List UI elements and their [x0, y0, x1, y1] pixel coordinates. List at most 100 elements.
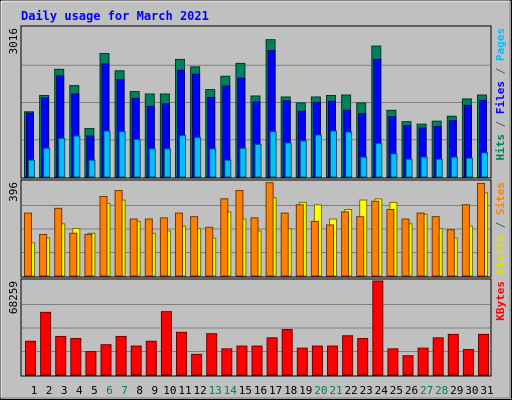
bar-kbytes-day-17 — [266, 337, 278, 376]
x-tick-label-day-21: 21 — [329, 384, 342, 397]
bar-sites-day-11 — [175, 212, 183, 277]
bar-kbytes-day-28 — [432, 337, 444, 376]
bar-sites-day-2 — [39, 233, 48, 277]
bar-sites-day-16 — [250, 217, 259, 277]
x-tick-label-day-5: 5 — [91, 384, 98, 397]
bar-sites-day-24 — [371, 200, 380, 277]
bars — [24, 39, 489, 376]
chart-title: Daily usage for March 2021 — [21, 9, 209, 23]
bar-sites-day-19 — [295, 204, 304, 277]
bar-kbytes-day-23 — [357, 338, 369, 376]
legend-hits-files-pages: Hits / Files / Pages — [494, 28, 507, 161]
bar-pages-day-25 — [390, 153, 398, 178]
bar-kbytes-day-15 — [236, 345, 248, 376]
x-tick-label-day-23: 23 — [360, 384, 373, 397]
bar-pages-day-1 — [28, 159, 35, 178]
bar-sites-day-12 — [190, 216, 199, 277]
x-tick-label-day-11: 11 — [178, 384, 191, 397]
x-tick-label-day-27: 27 — [420, 384, 433, 397]
bar-sites-day-20 — [310, 220, 319, 277]
bar-sites-day-26 — [401, 218, 410, 277]
bar-sites-day-1 — [24, 212, 32, 277]
x-tick-label-day-25: 25 — [390, 384, 403, 397]
bar-sites-day-10 — [159, 217, 168, 277]
bar-pages-day-20 — [314, 134, 322, 178]
bar-pages-day-30 — [465, 157, 473, 178]
bar-sites-day-13 — [205, 226, 214, 277]
bar-sites-day-28 — [431, 216, 440, 277]
bar-kbytes-day-27 — [417, 347, 429, 376]
x-tick-label-day-1: 1 — [31, 384, 38, 397]
bar-pages-day-29 — [450, 156, 458, 178]
x-tick-label-day-16: 16 — [254, 384, 267, 397]
bar-kbytes-day-3 — [55, 335, 67, 376]
bar-pages-day-10 — [163, 148, 171, 178]
bar-pages-day-3 — [58, 137, 66, 178]
bar-sites-day-18 — [280, 212, 289, 277]
bar-sites-day-14 — [220, 198, 229, 277]
legend-files: Files — [494, 81, 507, 114]
bar-pages-day-27 — [420, 156, 428, 178]
bar-kbytes-day-11 — [176, 331, 187, 376]
bar-pages-day-16 — [254, 143, 262, 178]
bar-sites-day-15 — [235, 190, 244, 277]
x-tick-label-day-24: 24 — [375, 384, 389, 397]
bar-kbytes-day-19 — [296, 347, 308, 376]
x-tick-label-day-4: 4 — [76, 384, 83, 397]
bar-sites-day-21 — [326, 224, 334, 277]
bar-kbytes-day-5 — [85, 351, 97, 376]
bar-sites-day-23 — [356, 216, 365, 277]
x-tick-label-day-17: 17 — [269, 384, 282, 397]
legend-sep-2: / — [494, 61, 507, 81]
legend-sep-1: / — [494, 114, 507, 134]
bar-pages-day-26 — [405, 158, 413, 178]
bar-pages-day-17 — [269, 131, 277, 178]
bar-sites-day-30 — [461, 204, 470, 277]
legend-visits-sites: Visits / Sites — [494, 182, 507, 275]
x-tick-label-day-20: 20 — [314, 384, 327, 397]
bar-pages-day-28 — [435, 158, 443, 178]
bar-pages-day-21 — [330, 130, 337, 178]
x-tick-label-day-2: 2 — [46, 384, 53, 397]
bar-pages-day-19 — [299, 140, 307, 178]
bar-sites-day-29 — [446, 229, 455, 277]
legend-sep-3: / — [494, 215, 507, 235]
bar-kbytes-day-31 — [478, 333, 489, 376]
bar-kbytes-day-4 — [70, 338, 82, 376]
bar-pages-day-11 — [179, 135, 186, 178]
bar-sites-day-17 — [265, 182, 274, 277]
bar-pages-day-5 — [88, 159, 96, 178]
x-tick-label-day-10: 10 — [163, 384, 176, 397]
bar-kbytes-day-7 — [115, 335, 127, 376]
bar-pages-day-23 — [360, 156, 368, 178]
x-tick-label-day-8: 8 — [136, 384, 143, 397]
bar-pages-day-14 — [224, 159, 232, 178]
bar-kbytes-day-1 — [25, 340, 36, 376]
bar-pages-day-2 — [43, 147, 51, 178]
bar-kbytes-day-20 — [311, 345, 323, 376]
bar-pages-day-6 — [103, 130, 111, 178]
bar-kbytes-day-16 — [251, 345, 263, 376]
bar-kbytes-day-2 — [40, 311, 52, 376]
bar-pages-day-8 — [133, 138, 141, 178]
x-tick-label-day-14: 14 — [224, 384, 238, 397]
bar-pages-day-18 — [284, 142, 292, 178]
x-tick-label-day-3: 3 — [61, 384, 68, 397]
bar-sites-day-22 — [341, 211, 350, 277]
bar-sites-day-7 — [114, 190, 123, 277]
bar-sites-day-9 — [144, 218, 153, 277]
x-tick-label-day-15: 15 — [239, 384, 252, 397]
x-tick-label-day-29: 29 — [450, 384, 463, 397]
bar-pages-day-7 — [118, 131, 126, 178]
x-tick-label-day-12: 12 — [193, 384, 206, 397]
bar-sites-day-31 — [477, 182, 485, 277]
bar-sites-day-6 — [99, 195, 108, 277]
bar-kbytes-day-9 — [145, 340, 157, 376]
x-tick-label-day-19: 19 — [299, 384, 312, 397]
bar-kbytes-day-30 — [462, 349, 474, 376]
bar-sites-day-25 — [386, 209, 395, 277]
panel1-ymax-label: 3016 — [7, 28, 20, 55]
bar-kbytes-day-13 — [206, 333, 218, 376]
panel3-ymax-label: 68259 — [7, 281, 20, 314]
